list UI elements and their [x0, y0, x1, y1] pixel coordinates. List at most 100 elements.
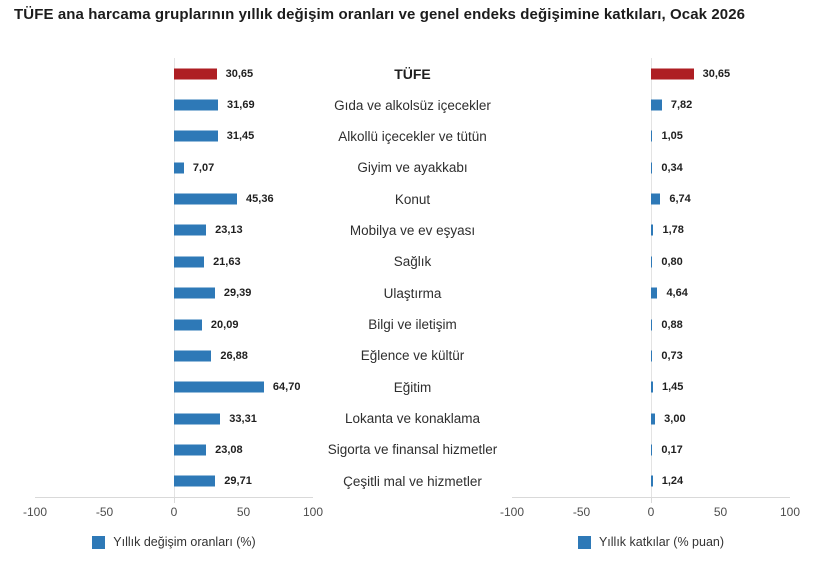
bar-row: 4,64 — [512, 278, 790, 309]
x-axis-tick-label: -100 — [22, 505, 48, 519]
x-axis-tick-label: 100 — [779, 505, 801, 519]
bar-row: 45,36 — [35, 183, 313, 214]
bar-value-label: 0,88 — [661, 318, 683, 331]
bar — [174, 287, 215, 299]
category-row: Giyim ve ayakkabı — [313, 152, 512, 183]
rates-bars: 30,65 31,69 31,45 7,07 45,36 23,13 21,63 29,39 2… — [35, 58, 313, 497]
category-label: TÜFE — [394, 65, 431, 82]
bar — [174, 130, 218, 142]
bar-row: 20,09 — [35, 309, 313, 340]
bar — [651, 287, 658, 299]
x-axis-tick-label: -50 — [572, 505, 591, 519]
bar-value-label: 33,31 — [229, 412, 257, 425]
highlight-bar — [174, 68, 217, 80]
legend-swatch-icon — [92, 535, 106, 549]
bar-value-label: 29,39 — [223, 287, 252, 300]
bar-row: 26,88 — [35, 340, 313, 371]
bar-row: 6,74 — [512, 183, 790, 214]
bar — [651, 444, 653, 456]
bar — [651, 319, 653, 331]
bar-row: 1,78 — [512, 215, 790, 246]
bar — [651, 413, 656, 425]
category-label: Alkollü içecekler ve tütün — [338, 128, 487, 144]
bar-row: 33,31 — [35, 403, 313, 434]
bar-row: 7,82 — [512, 89, 790, 120]
bar-row: 7,07 — [35, 152, 313, 183]
bar-row: 1,24 — [512, 466, 790, 497]
contributions-x-axis: -100 -50 0 50 100 — [500, 497, 800, 527]
bar-row: 23,13 — [35, 215, 313, 246]
bar-row: 3,00 — [512, 403, 790, 434]
bar — [174, 413, 221, 425]
category-row: Ulaştırma — [313, 278, 512, 309]
bar-value-label: 1,24 — [661, 475, 684, 488]
category-label: Lokanta ve konaklama — [344, 411, 481, 427]
category-row: Sağlık — [313, 246, 512, 277]
bar-value-label: 30,65 — [225, 67, 254, 80]
bar-value-label: 1,05 — [661, 130, 683, 143]
category-row: Mobilya ve ev eşyası — [313, 215, 512, 246]
bar-value-label: 45,36 — [246, 193, 274, 206]
contributions-bars: 30,65 7,82 1,05 0,34 6,74 1,78 0,80 4,64 0,88 0,7… — [512, 58, 790, 497]
bar — [174, 224, 207, 236]
bar — [174, 444, 207, 456]
bar-row: 29,39 — [35, 278, 313, 309]
category-label: Gıda ve alkolsüz içecekler — [334, 97, 491, 113]
bar — [174, 99, 219, 111]
category-label: Mobilya ve ev eşyası — [349, 222, 476, 238]
category-row: Eğlence ve kültür — [313, 340, 512, 371]
bar-row: 30,65 — [512, 58, 790, 89]
x-axis-tick-label: 0 — [170, 505, 178, 519]
bar-row: 29,71 — [35, 466, 313, 497]
x-axis-tick-label: 100 — [302, 505, 324, 519]
bar-value-label: 1,45 — [662, 381, 684, 394]
bar-value-label: 1,78 — [662, 224, 684, 237]
category-row: Gıda ve alkolsüz içecekler — [313, 89, 512, 120]
category-labels: TÜFE Gıda ve alkolsüz içecekler Alkollü iç… — [313, 58, 512, 497]
x-axis-tick-label: -100 — [499, 505, 525, 519]
legend-swatch-icon — [577, 535, 591, 549]
category-row: Alkollü içecekler ve tütün — [313, 121, 512, 152]
bar — [651, 130, 653, 142]
category-row: Eğitim — [313, 372, 512, 403]
category-label: Çeşitli mal ve hizmetler — [343, 473, 482, 489]
bar-value-label: 23,13 — [215, 224, 243, 237]
category-column: TÜFE Gıda ve alkolsüz içecekler Alkollü iç… — [313, 58, 512, 551]
bar — [651, 99, 662, 111]
chart-area: 30,65 31,69 31,45 7,07 45,36 23,13 21,63 29,39 2… — [23, 58, 800, 551]
category-label: Konut — [394, 191, 431, 207]
x-axis-tick-label: 50 — [713, 505, 728, 519]
rates-x-axis: -100 -50 0 50 100 — [23, 497, 323, 527]
bar — [174, 350, 212, 362]
category-row: TÜFE — [313, 58, 512, 89]
category-label: Sağlık — [393, 254, 432, 270]
category-row: Lokanta ve konaklama — [313, 403, 512, 434]
bar-row: 23,08 — [35, 434, 313, 465]
bar — [174, 162, 184, 174]
x-axis-tick-label: -50 — [95, 505, 114, 519]
bar-row: 31,45 — [35, 121, 313, 152]
category-row: Konut — [313, 183, 512, 214]
bar — [651, 475, 653, 487]
bar — [174, 256, 205, 268]
bar-row: 1,05 — [512, 121, 790, 152]
bar — [174, 319, 202, 331]
contributions-chart: 30,65 7,82 1,05 0,34 6,74 1,78 0,80 4,64 0,88 0,7… — [500, 58, 800, 551]
highlight-bar — [651, 68, 694, 80]
bar — [174, 381, 264, 393]
x-axis-tick-label: 50 — [236, 505, 251, 519]
category-label: Eğlence ve kültür — [360, 348, 465, 364]
bar-value-label: 0,34 — [661, 161, 683, 174]
rates-legend-label: Yıllık değişim oranları (%) — [113, 535, 256, 549]
bar — [651, 224, 654, 236]
bar-value-label: 30,65 — [702, 67, 731, 80]
category-label: Eğitim — [393, 379, 432, 395]
chart-title: TÜFE ana harcama gruplarının yıllık deği… — [14, 6, 746, 23]
category-label: Ulaştırma — [383, 285, 442, 301]
bar-value-label: 0,73 — [661, 349, 683, 362]
category-label: Sigorta ve finansal hizmetler — [327, 442, 498, 458]
bar — [651, 381, 653, 393]
rates-chart: 30,65 31,69 31,45 7,07 45,36 23,13 21,63 29,39 2… — [23, 58, 323, 551]
bar-value-label: 3,00 — [664, 412, 686, 425]
bar — [651, 162, 653, 174]
